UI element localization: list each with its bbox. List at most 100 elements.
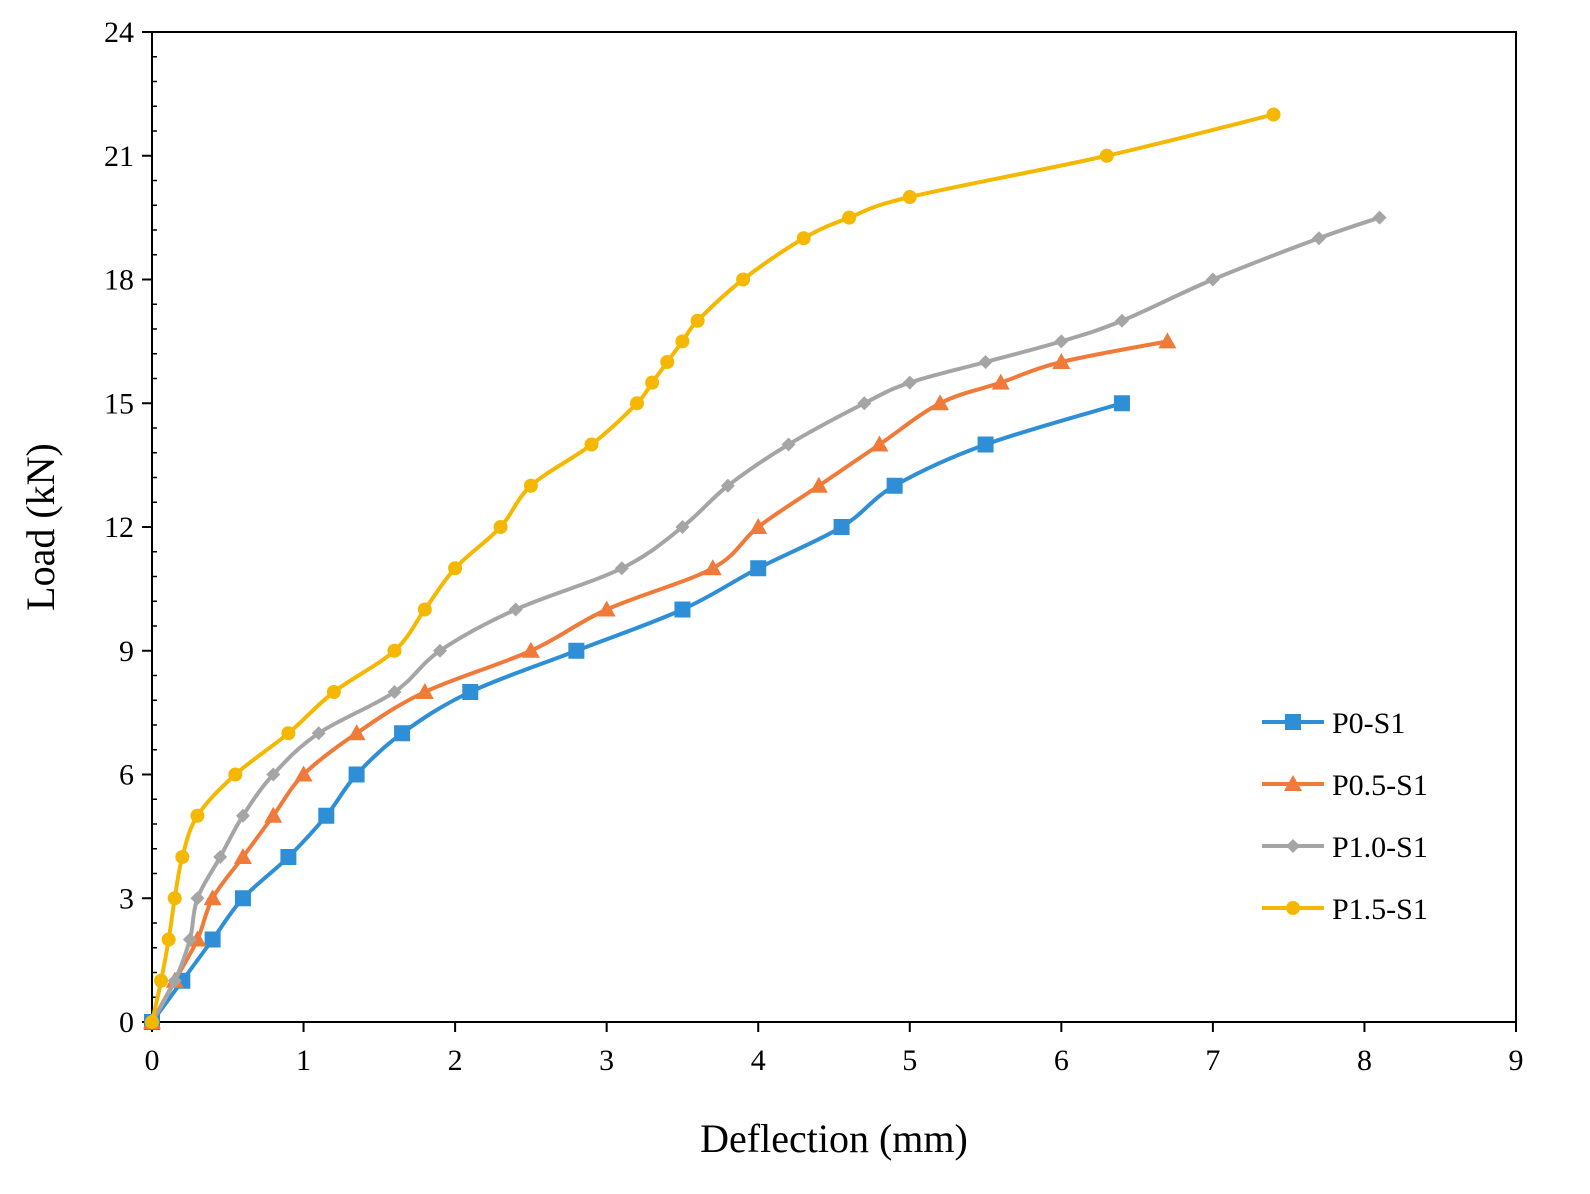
data-point — [348, 766, 365, 783]
series-P1.0-S1 — [145, 210, 1387, 1029]
legend-label: P0.5-S1 — [1332, 769, 1428, 802]
data-point — [417, 602, 432, 617]
data-point — [1114, 313, 1129, 328]
data-point — [781, 437, 796, 452]
legend-item: P0-S1 — [1262, 707, 1405, 740]
data-point — [902, 375, 917, 390]
y-tick-label: 0 — [119, 1006, 134, 1039]
data-point — [886, 477, 903, 494]
data-point — [167, 891, 182, 906]
data-point — [902, 190, 917, 204]
data-point — [493, 520, 508, 534]
data-point — [675, 520, 690, 534]
data-point — [690, 313, 705, 328]
data-point — [1113, 395, 1130, 412]
data-point — [387, 685, 402, 699]
y-tick-label: 6 — [119, 759, 134, 792]
data-point — [175, 850, 190, 864]
data-point — [674, 601, 691, 618]
x-axis-title: Deflection (mm) — [700, 1116, 968, 1161]
data-point — [720, 478, 735, 493]
legend-label: P0-S1 — [1332, 707, 1405, 740]
data-point — [931, 394, 950, 411]
y-tick-label: 18 — [104, 264, 134, 297]
series-line — [150, 339, 1170, 1024]
x-tick-label: 3 — [599, 1044, 614, 1077]
data-point — [809, 476, 828, 493]
data-point — [1052, 353, 1071, 369]
data-point — [749, 518, 768, 534]
data-point — [977, 436, 994, 453]
data-point — [203, 889, 222, 906]
data-point — [1054, 334, 1069, 349]
data-point — [660, 355, 675, 369]
x-tick-label: 4 — [751, 1044, 766, 1077]
data-point — [796, 231, 811, 246]
data-point — [228, 767, 243, 782]
data-point — [415, 683, 434, 699]
data-point — [703, 559, 722, 576]
data-point — [462, 684, 479, 700]
x-axis: 0 1 2 3 4 5 6 7 8 9 — [145, 1022, 1524, 1077]
data-point — [204, 931, 221, 948]
data-point — [568, 642, 585, 659]
data-point — [213, 850, 228, 864]
legend-swatch-marker — [1284, 775, 1302, 791]
data-point — [235, 808, 250, 823]
data-point — [833, 519, 850, 535]
x-tick-label: 7 — [1205, 1044, 1220, 1077]
data-point — [281, 726, 296, 741]
y-tick-label: 9 — [119, 635, 134, 668]
data-point — [448, 561, 463, 576]
data-point — [280, 849, 297, 865]
x-tick-label: 5 — [902, 1044, 917, 1077]
x-tick-label: 8 — [1357, 1044, 1372, 1077]
data-point — [294, 765, 313, 782]
data-point — [233, 848, 252, 864]
x-tick-label: 0 — [145, 1044, 160, 1077]
y-tick-label: 15 — [104, 387, 134, 420]
x-tick-label: 1 — [296, 1044, 311, 1077]
data-point — [1372, 210, 1387, 225]
legend-swatch-marker — [1285, 714, 1301, 730]
data-point — [584, 437, 599, 452]
y-axis-title: Load (kN) — [18, 443, 63, 611]
data-point — [234, 890, 251, 907]
data-point — [182, 932, 197, 947]
legend-item: P1.0-S1 — [1262, 831, 1428, 864]
data-point — [750, 560, 767, 577]
x-tick-label: 6 — [1054, 1044, 1069, 1077]
data-point — [167, 973, 182, 988]
y-tick-label: 12 — [104, 511, 134, 544]
series-group — [143, 107, 1387, 1030]
data-point — [394, 725, 411, 742]
data-point — [857, 396, 872, 411]
data-point — [347, 724, 366, 741]
legend-swatch-marker — [1286, 901, 1300, 915]
data-point — [991, 373, 1010, 390]
series-P0-S1 — [144, 395, 1130, 1030]
data-point — [508, 602, 523, 617]
data-point — [1099, 148, 1114, 163]
data-point — [1158, 332, 1177, 349]
data-point — [387, 643, 402, 658]
data-point — [523, 478, 538, 493]
data-point — [870, 435, 889, 452]
data-point — [318, 807, 335, 824]
legend: P0-S1 P0.5-S1 P1.0-S1 P1.5-S1 — [1262, 707, 1428, 926]
y-tick-label: 24 — [104, 16, 134, 49]
data-point — [629, 396, 644, 411]
data-point — [145, 1015, 159, 1029]
legend-item: P1.5-S1 — [1262, 893, 1428, 926]
data-point — [326, 685, 341, 699]
minor-ticks — [152, 56, 157, 998]
data-point — [736, 272, 751, 287]
data-point — [1311, 231, 1326, 246]
y-tick-label: 21 — [104, 140, 134, 173]
data-point — [675, 334, 690, 349]
data-point — [842, 210, 857, 225]
data-point — [614, 561, 629, 576]
data-point — [154, 973, 169, 988]
data-point — [264, 806, 283, 823]
